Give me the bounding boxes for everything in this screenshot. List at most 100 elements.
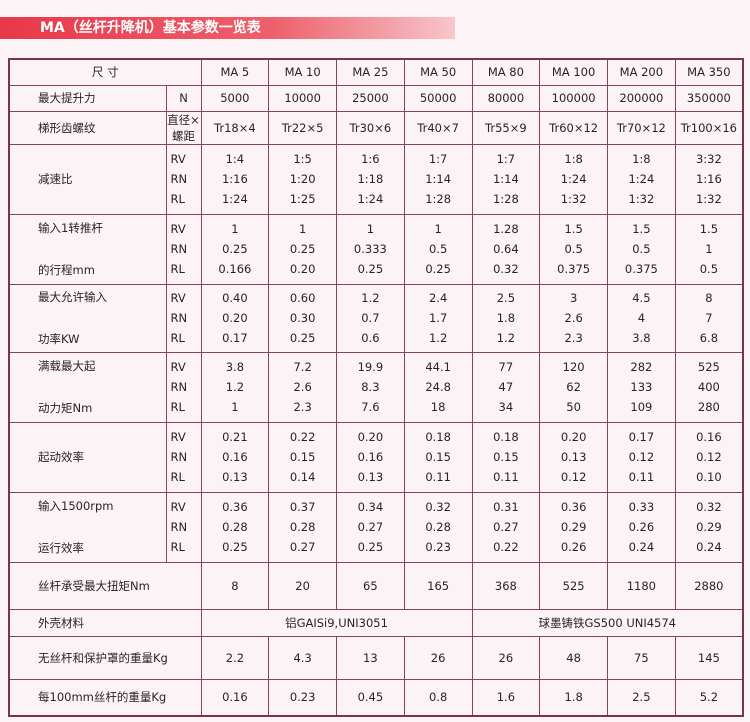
value-cell: 165 [403,561,473,610]
cell-stack: 2.2 [202,651,269,665]
value: 1180 [626,578,657,593]
cell-stack: 起动效率 [38,449,166,465]
value: 0.5 [564,242,583,256]
value: 47 [498,380,514,394]
label-line: 最大允许输入 [38,290,107,304]
value-cell: 0.21 0.16 0.13 [200,421,270,493]
value: 1:8 [564,152,583,166]
cell-stack: 减速比 [38,171,166,187]
value: 0.17 [628,430,655,444]
label-line: 满载最大起 [38,359,96,373]
row-label: 最大允许输入 功率KW [8,283,167,353]
value-cell: 100000 [539,84,608,112]
cell-stack: 1:7 1:14 1:28 [405,152,472,206]
value: 铝GAISi9,UNI3051 [285,615,388,630]
value: 368 [494,578,517,593]
row-label: 减速比 [8,143,167,215]
row-label: 起动效率 [8,421,167,493]
value: 0.36 [560,500,587,514]
cell-stack: 65 [337,579,404,593]
label-line: 输入1500rpm [38,499,114,513]
cell-stack: 200000 [608,91,675,105]
value-cell: 5000 [200,84,270,112]
cell-stack: 7.2 2.6 2.3 [269,360,336,414]
cell-stack: 3 2.6 2.3 [540,291,607,345]
cell-stack: RV RN RL [171,152,201,206]
cell-stack: 350000 [676,91,742,105]
value-cell: 0.20 0.13 0.12 [539,421,608,493]
value-cell: Tr70×12 [607,110,676,145]
cell-stack: 282 133 109 [608,360,675,414]
table-row: 输入1500rpm 运行效率 RV RN RL 0.36 0.28 0.25 0.37 0.28 0… [8,491,744,563]
row-unit: RV RN RL [165,213,202,285]
unit-line: RL [170,262,185,276]
value: 0.11 [628,470,655,484]
table-row: 丝杆承受最大扭矩Nm 8 20 65 165 368 525 1180 2880 [8,561,744,610]
value-cell: 0.60 0.30 0.25 [268,283,337,353]
value: 0.32 [493,262,519,276]
value: 0.25 [357,540,384,554]
value: 13 [363,650,378,665]
cell-stack: 0.34 0.27 0.25 [337,500,404,554]
value-cell: 282 133 109 [607,351,676,423]
row-unit: N [165,84,202,112]
value: 200000 [619,91,664,105]
value-cell: 200000 [607,84,676,112]
value: 1 [434,222,442,236]
value: 0.25 [425,262,451,276]
cell-stack: 26 [405,651,472,665]
value: 100000 [551,91,596,105]
cell-stack: 1 0.333 0.25 [337,222,404,276]
value-cell: 0.37 0.28 0.27 [268,491,337,563]
value-cell: 350000 [674,84,744,112]
value-cell: 1 0.25 0.20 [268,213,337,285]
value: 0.11 [425,470,451,484]
value: 0.45 [357,690,384,705]
value-cell: 50000 [403,84,473,112]
value: 1:24 [357,192,384,206]
value-cell: 1:7 1:14 1:28 [403,143,473,215]
cell-stack: 1:8 1:24 1:32 [540,152,607,206]
cell-stack: 1.5 1 0.5 [676,222,742,276]
row-label: 梯形齿螺纹 [8,110,167,145]
value: 133 [630,380,653,394]
value: 3:32 [695,152,722,166]
value: 1.2 [361,291,380,305]
value: 0.29 [696,520,722,534]
value: 1:18 [357,172,384,186]
cell-stack: 输入1转推杆 的行程mm [38,220,166,278]
value: 0.16 [222,450,248,464]
value: 26 [498,650,514,665]
cell-stack: 8 [202,579,269,593]
value-cell: 77 47 34 [471,351,541,423]
value: 7.6 [361,400,380,414]
label-line: 无丝杆和保护罩的重量Kg [38,650,168,665]
value: 3 [569,291,578,305]
value: 6.8 [699,331,719,345]
value: 1 [231,222,239,236]
cell-stack: RV RN RL [171,222,201,276]
label-line: 输入1转推杆 [38,221,103,235]
model-name: MA 80 [471,58,541,86]
label-line: 每100mm丝杆的重量Kg [38,690,167,705]
value: 0.29 [560,520,587,534]
row-label: 最大提升力 [8,84,167,112]
table-row: 每100mm丝杆的重量Kg 0.16 0.23 0.45 0.8 1.6 1.8 2.5 5.2 [8,678,744,717]
value: 44.1 [425,360,451,374]
cell-stack: 0.32 0.29 0.24 [676,500,742,554]
unit-line: N [179,91,188,105]
value: 0.24 [696,540,722,554]
value: 8 [705,291,713,305]
label-line: 运行效率 [38,541,84,555]
row-unit: RV RN RL [165,143,202,215]
span-cell: 球墨铸铁GS500 UNI4574 [471,608,744,637]
cell-stack: 0.36 0.28 0.25 [202,500,269,554]
value-cell: 1 0.5 0.25 [403,213,473,285]
cell-stack: Tr18×4 [202,121,269,135]
value: 1.28 [493,222,519,236]
cell-stack: 0.20 0.13 0.12 [540,430,607,484]
label-line: 丝杆承受最大扭矩Nm [38,578,150,593]
value: 0.10 [696,470,722,484]
value: 0.25 [222,540,248,554]
value: 1:32 [560,192,587,206]
